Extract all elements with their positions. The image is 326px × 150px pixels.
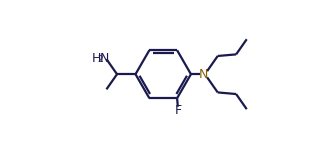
Text: 2: 2 xyxy=(97,55,103,64)
Text: N: N xyxy=(99,52,109,65)
Text: H: H xyxy=(92,52,101,65)
Text: F: F xyxy=(174,104,181,117)
Text: N: N xyxy=(199,68,208,81)
